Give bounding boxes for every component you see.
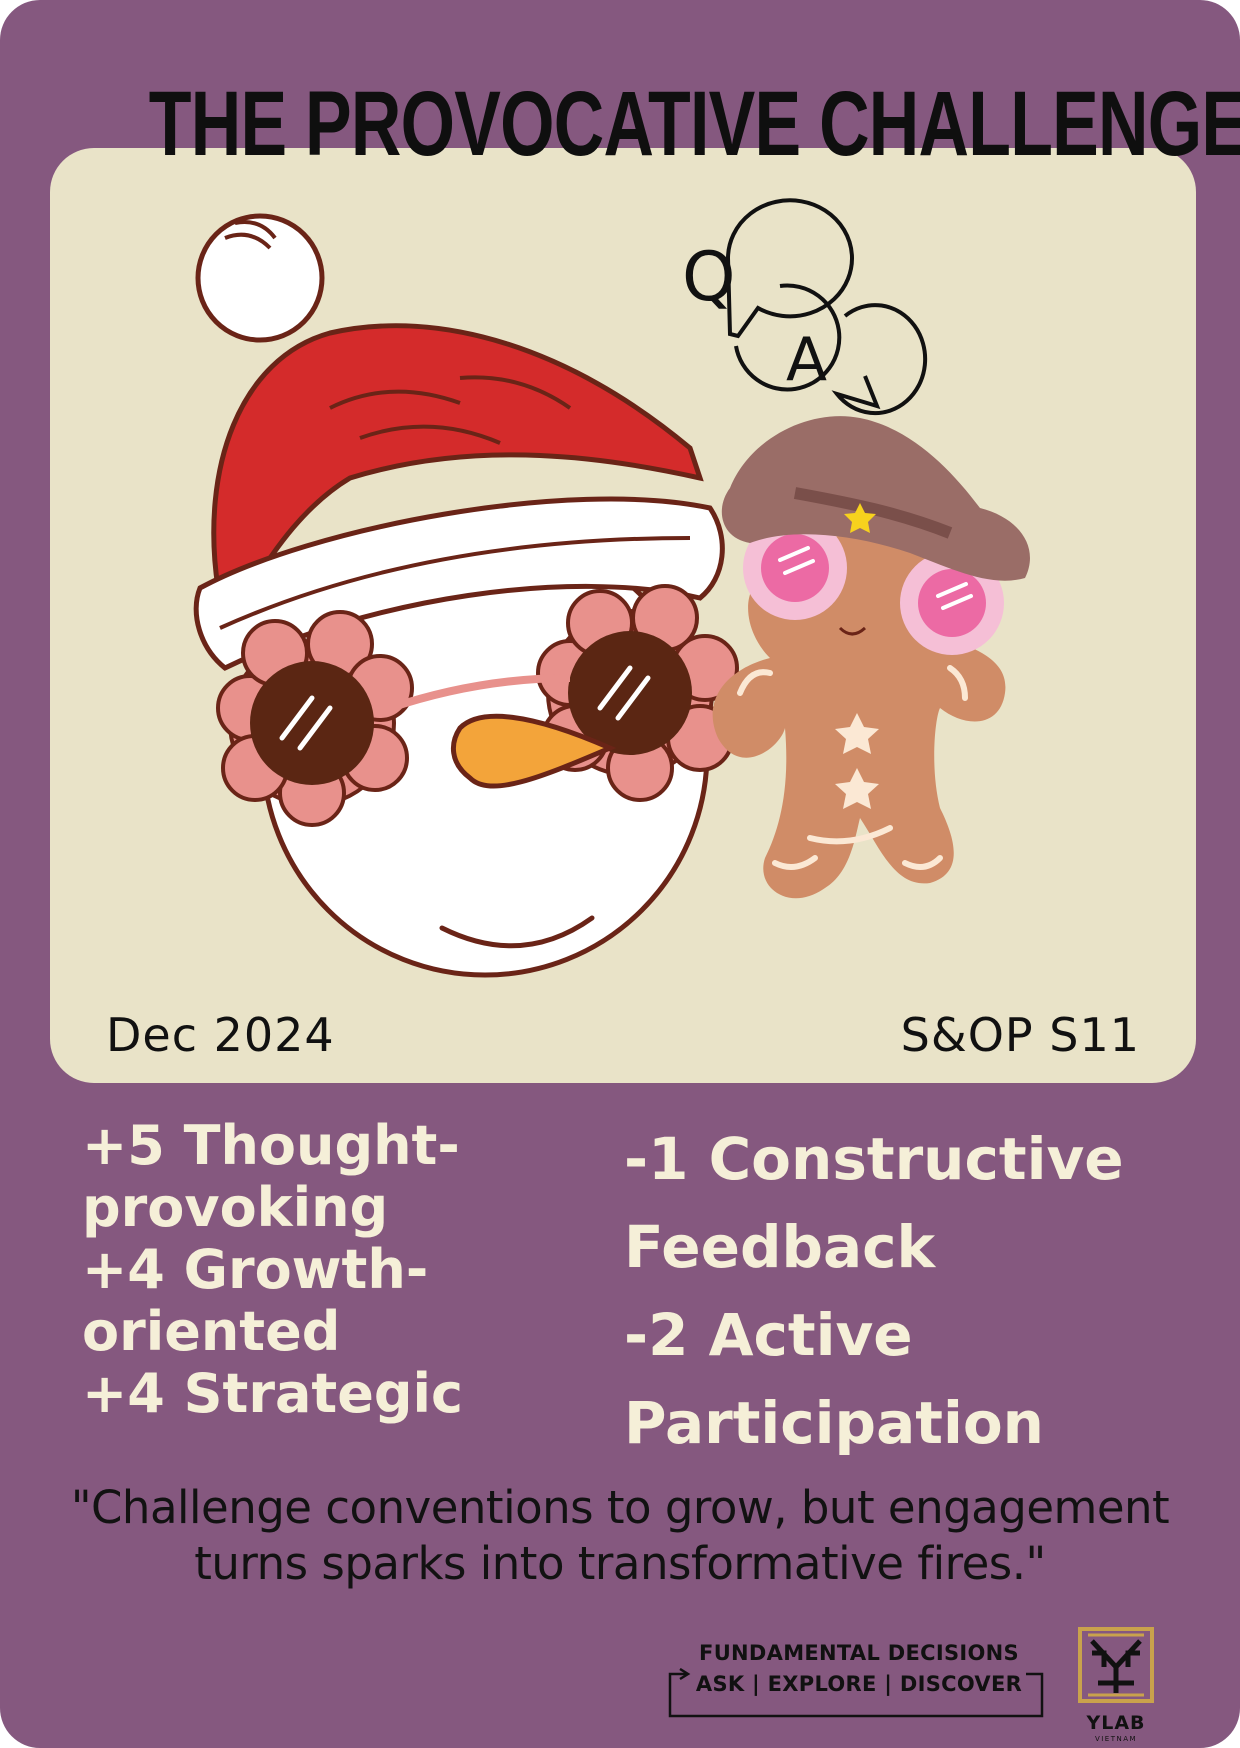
bracket-arrow-icon [668,1668,1044,1718]
footer-tagline: FUNDAMENTAL DECISIONS ASK | EXPLORE | DI… [668,1638,1050,1700]
illustration-panel: Q A [50,148,1196,1083]
illustration-art: Q A [193,198,1030,978]
date-label: Dec 2024 [106,1008,335,1062]
logo-sub: VIETNAM [1094,1735,1138,1743]
gingerbread-illustration [712,416,1030,899]
card-title: THE PROVOCATIVE CHALLENGER [148,73,1240,175]
positive-stat-growth-oriented: +4 Growth- oriented [82,1238,429,1363]
positive-stat-thought-provoking: +5 Thought- provoking [82,1114,460,1239]
footer-line-2: ASK | EXPLORE | DISCOVER [695,1672,1023,1696]
positive-stats: +5 Thought- provoking +4 Growth- oriente… [82,1115,602,1425]
session-label: S&OP S11 [900,1008,1140,1062]
quote: "Challenge conventions to grow, but enga… [70,1481,1170,1590]
snowman-illustration [193,213,739,978]
positive-stat-strategic: +4 Strategic [82,1362,464,1425]
footer-line-1: FUNDAMENTAL DECISIONS [699,1641,1019,1665]
ylab-logo-icon [1078,1627,1154,1703]
logo-name: YLAB [1086,1712,1146,1734]
qa-q-letter: Q [682,238,736,317]
negative-stat-active-participation: -2 Active Participation [624,1301,1044,1457]
qa-a-letter: A [786,325,827,395]
negative-stat-constructive-feedback: -1 Constructive Feedback [624,1125,1124,1281]
qa-speech-bubbles-icon [725,198,928,416]
negative-stats: -1 Constructive Feedback -2 Active Parti… [624,1115,1204,1467]
